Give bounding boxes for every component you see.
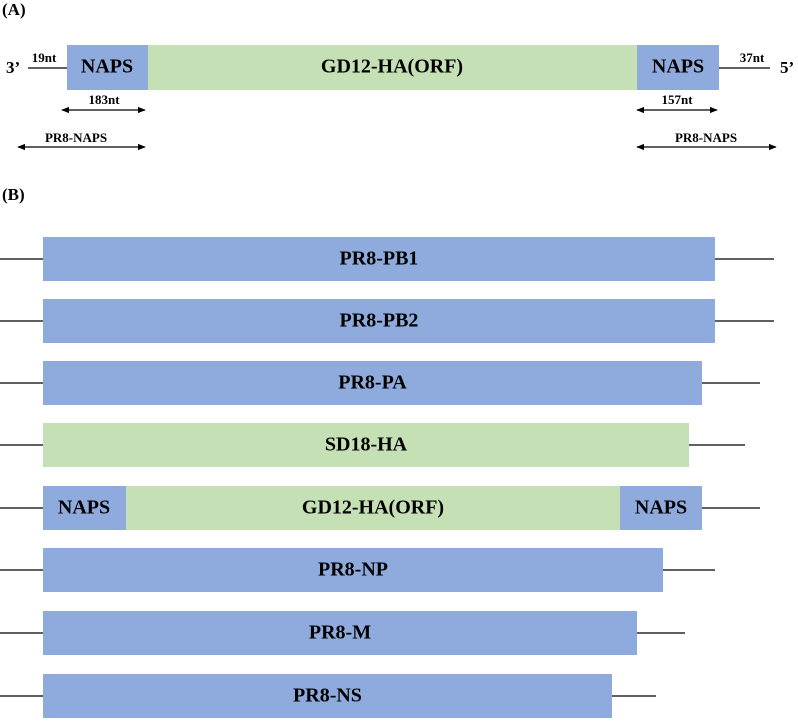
- span-label: 157nt: [661, 92, 693, 107]
- panel-label: (B): [2, 185, 25, 204]
- end-label: 3’: [6, 58, 20, 77]
- panel-b: (B) PR8-PB1 PR8-PB2 PR8-PA SD18-HA NAPS NAPS G…: [0, 185, 774, 718]
- primer-label: PR8-NAPS: [675, 130, 737, 145]
- span-label: 183nt: [88, 92, 120, 107]
- segment-bar: [43, 237, 715, 281]
- segment-bar: [43, 548, 663, 592]
- segment-label: PR8-PB1: [340, 248, 419, 270]
- flank-label: 19nt: [32, 50, 57, 65]
- segment-label: PR8-NS: [293, 685, 362, 707]
- box-label: NAPS: [635, 497, 687, 519]
- segment-bar: [43, 611, 637, 655]
- box-label: NAPS: [652, 56, 704, 78]
- segment-label: PR8-M: [309, 622, 371, 644]
- naps-box: [620, 486, 702, 530]
- segment-label: SD18-HA: [325, 434, 408, 456]
- segment-bar: [43, 486, 702, 530]
- segment-label: PR8-PB2: [340, 310, 419, 332]
- segment-bar: [43, 423, 689, 467]
- end-label: 5’: [780, 58, 794, 77]
- panel-label: (A): [2, 0, 26, 19]
- box-label: NAPS: [58, 497, 110, 519]
- naps-box: [43, 486, 126, 530]
- segment-label: PR8-PA: [338, 372, 407, 394]
- naps-box: [637, 45, 719, 90]
- box-label: GD12-HA(ORF): [321, 56, 463, 78]
- naps-box: [67, 45, 148, 90]
- segment-label: PR8-NP: [318, 559, 388, 581]
- orf-box: [148, 45, 637, 90]
- segment-bar: [43, 361, 702, 405]
- panel-a: (A) 3’ 19nt NAPS GD12-HA(ORF) NAPS 37nt …: [2, 0, 794, 151]
- primer-label: PR8-NAPS: [45, 130, 107, 145]
- flank-label: 37nt: [740, 50, 765, 65]
- segment-bar: [43, 674, 612, 718]
- segment-bar: [43, 299, 715, 343]
- box-label: NAPS: [81, 56, 133, 78]
- segment-label: GD12-HA(ORF): [302, 497, 444, 519]
